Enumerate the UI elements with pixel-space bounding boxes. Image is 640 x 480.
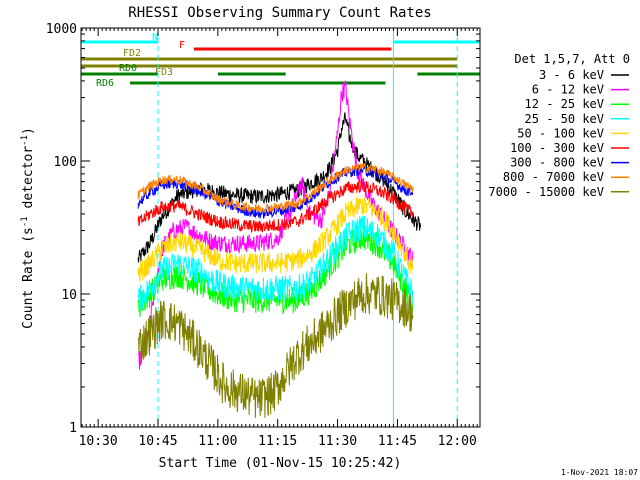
flag-label: F: [179, 40, 185, 51]
legend-label: 12 - 25 keV: [525, 97, 604, 111]
y-axis-label-sup1: -1: [20, 216, 30, 227]
flag-label: RD0: [119, 63, 137, 74]
x-tick-label: 10:45: [138, 434, 177, 449]
y-axis-label-main: Count Rate (s: [21, 227, 36, 329]
y-tick-label: 1000: [46, 22, 77, 37]
legend-label: 25 - 50 keV: [525, 112, 604, 126]
y-axis-label-sup2: -1: [20, 135, 30, 146]
y-tick-label: 100: [54, 155, 77, 170]
flag-bars: N F FD2 FD3 RD0 RD6: [81, 32, 480, 89]
y-axis-label: Count Rate (s-1 detector-1): [20, 127, 36, 329]
legend-header: Det 1,5,7, Att 0: [514, 52, 630, 66]
footer-date: 1-Nov-2021 18:07: [561, 468, 638, 477]
legend-label: 50 - 100 keV: [517, 126, 604, 140]
flag-label: RD6: [96, 78, 114, 89]
series-lines: [137, 79, 422, 419]
y-axis-label-end: ): [21, 127, 36, 135]
plot-frame: [80, 27, 481, 428]
series-line: [137, 195, 414, 282]
flag-label: N: [152, 32, 158, 43]
flag-label: FD3: [155, 67, 173, 78]
legend-label: 100 - 300 keV: [510, 141, 604, 155]
x-tick-label: 11:45: [378, 434, 417, 449]
x-tick-label: 11:00: [198, 434, 237, 449]
x-tick-label: 10:30: [79, 434, 118, 449]
y-tick-label: 1: [69, 421, 77, 436]
series-line: [137, 273, 414, 419]
legend-label: 6 - 12 keV: [532, 83, 604, 97]
y-tick-label: 10: [61, 288, 77, 303]
x-tick-label: 11:30: [318, 434, 357, 449]
series-line: [137, 163, 414, 215]
series-line: [137, 164, 414, 219]
y-axis: 1 10 100 1000: [46, 22, 480, 436]
legend-label: 300 - 800 keV: [510, 156, 604, 170]
x-tick-label: 12:00: [438, 434, 477, 449]
legend-label: 3 - 6 keV: [539, 68, 604, 82]
chart-title: RHESSI Observing Summary Count Rates: [128, 5, 431, 21]
flag-label: FD2: [123, 48, 141, 59]
legend-label: 800 - 7000 keV: [503, 170, 604, 184]
legend-label: 7000 - 15000 keV: [488, 185, 604, 199]
x-tick-label: 11:15: [258, 434, 297, 449]
x-axis: 10:30 10:45 11:00 11:15 11:30 11:45 12:00: [79, 28, 478, 449]
series-line: [137, 79, 414, 370]
series-line: [137, 178, 414, 233]
x-axis-label: Start Time (01-Nov-15 10:25:42): [159, 456, 402, 471]
series-line: [137, 215, 414, 311]
y-axis-label-mid: detector: [21, 146, 36, 217]
